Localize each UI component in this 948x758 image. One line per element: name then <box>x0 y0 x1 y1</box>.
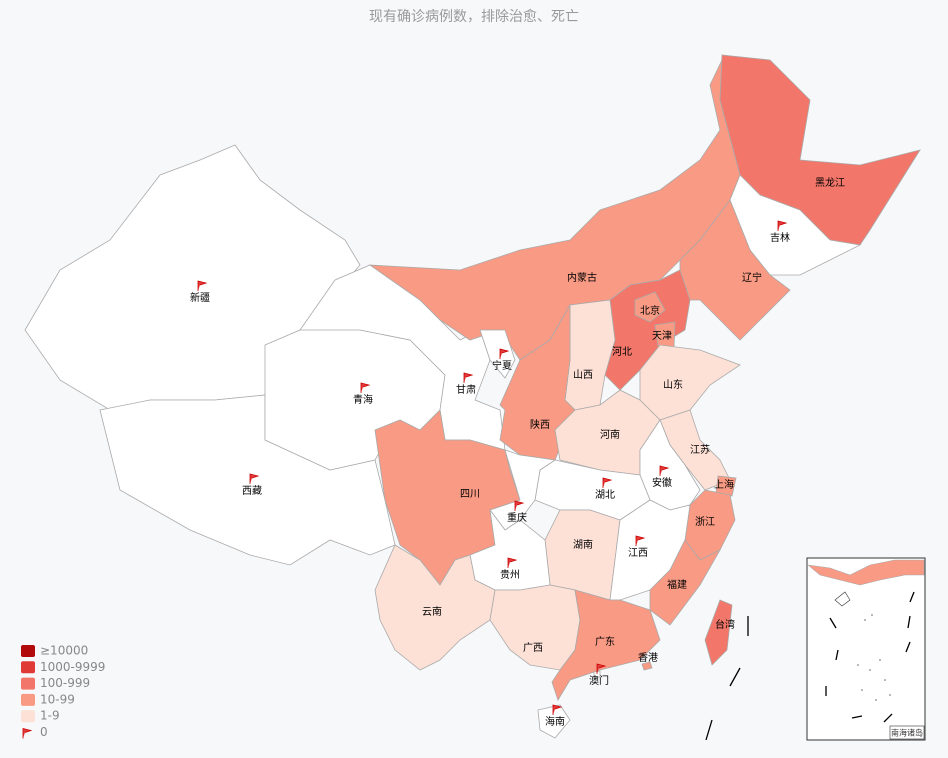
inset-label-box <box>889 725 925 740</box>
provinces <box>24 54 921 739</box>
province-label: 香港 <box>638 652 658 664</box>
province-label: 宁夏 <box>492 359 512 372</box>
legend-label: ≥10000 <box>40 644 88 658</box>
province-label: 安徽 <box>652 476 672 489</box>
province-label: 浙江 <box>695 516 715 528</box>
province-label: 陕西 <box>530 418 550 431</box>
province <box>641 661 653 671</box>
province <box>704 599 733 666</box>
inset-coast <box>807 559 925 586</box>
province <box>634 291 666 323</box>
flag-icon <box>514 500 525 511</box>
province-label: 台湾 <box>715 618 735 631</box>
province <box>99 394 396 566</box>
province-label: 河南 <box>600 428 620 441</box>
flag-icon <box>602 477 613 488</box>
province-label: 西藏 <box>242 485 262 497</box>
province-label: 黑龙江 <box>815 176 845 189</box>
province-label: 江苏 <box>690 443 710 456</box>
sea-dashes <box>705 616 749 741</box>
province-label: 湖北 <box>595 489 615 501</box>
province-label: 河北 <box>612 346 632 358</box>
province-label: 山西 <box>573 369 593 381</box>
province-label: 澳门 <box>589 674 609 687</box>
flag-icon <box>463 372 474 383</box>
legend-label: 1000-9999 <box>40 660 105 674</box>
legend-swatch <box>21 710 35 723</box>
flag-icon <box>499 348 510 359</box>
legend: ≥10000 1000-9999 100-999 10-99 1-9 0 <box>21 644 105 739</box>
inset-dashes <box>825 591 915 723</box>
flag-icon <box>249 473 260 484</box>
province <box>489 584 581 671</box>
province-label: 福建 <box>667 578 687 591</box>
flag-icon <box>596 663 607 674</box>
province <box>564 299 616 411</box>
legend-swatch <box>21 661 35 674</box>
province-label: 上海 <box>714 478 734 491</box>
flag-icon <box>552 704 563 715</box>
province-label: 江西 <box>628 547 648 559</box>
province <box>639 344 741 421</box>
map-title: 现有确诊病例数，排除治愈、死亡 <box>369 9 579 25</box>
inset-island <box>834 591 851 607</box>
province <box>489 449 557 531</box>
legend-label: 10-99 <box>40 692 75 706</box>
legend-label: 0 <box>40 725 48 739</box>
province-label: 云南 <box>422 605 442 618</box>
legend-swatch <box>21 677 35 690</box>
legend-label: 100-999 <box>40 676 90 690</box>
province-label: 吉林 <box>770 231 790 244</box>
province-label: 海南 <box>545 715 565 728</box>
flag-icon <box>507 557 518 568</box>
flag-icon <box>635 535 646 546</box>
legend-label: 1-9 <box>40 709 60 723</box>
province <box>649 539 722 626</box>
province-label: 重庆 <box>507 511 527 524</box>
province-label: 内蒙古 <box>567 271 597 284</box>
flag-icon <box>197 280 208 291</box>
province-label: 天津 <box>652 330 672 342</box>
province-label: 新疆 <box>190 291 210 304</box>
legend-swatch <box>21 645 35 657</box>
province-label: 青海 <box>353 393 373 406</box>
province-label: 四川 <box>460 489 480 500</box>
province <box>479 329 516 379</box>
inset: 南海诸岛 <box>806 557 926 741</box>
legend-swatch <box>21 693 35 706</box>
province-label: 甘肃 <box>456 383 476 396</box>
inset-frame <box>806 557 926 741</box>
flag-icon <box>360 382 371 393</box>
province <box>551 589 661 701</box>
inset-dots <box>857 614 891 701</box>
flag-icon <box>659 465 670 476</box>
province-label: 广西 <box>523 642 543 654</box>
province-label: 辽宁 <box>742 271 762 284</box>
province-label: 山东 <box>663 378 683 391</box>
inset-label: 南海诸岛 <box>891 728 923 738</box>
province <box>715 475 737 497</box>
province-label: 湖南 <box>573 538 593 551</box>
province-label: 广东 <box>595 635 615 648</box>
province-label: 贵州 <box>500 568 520 581</box>
province-label: 北京 <box>640 304 660 317</box>
flag-icon <box>777 220 788 231</box>
legend-flag <box>22 727 33 739</box>
